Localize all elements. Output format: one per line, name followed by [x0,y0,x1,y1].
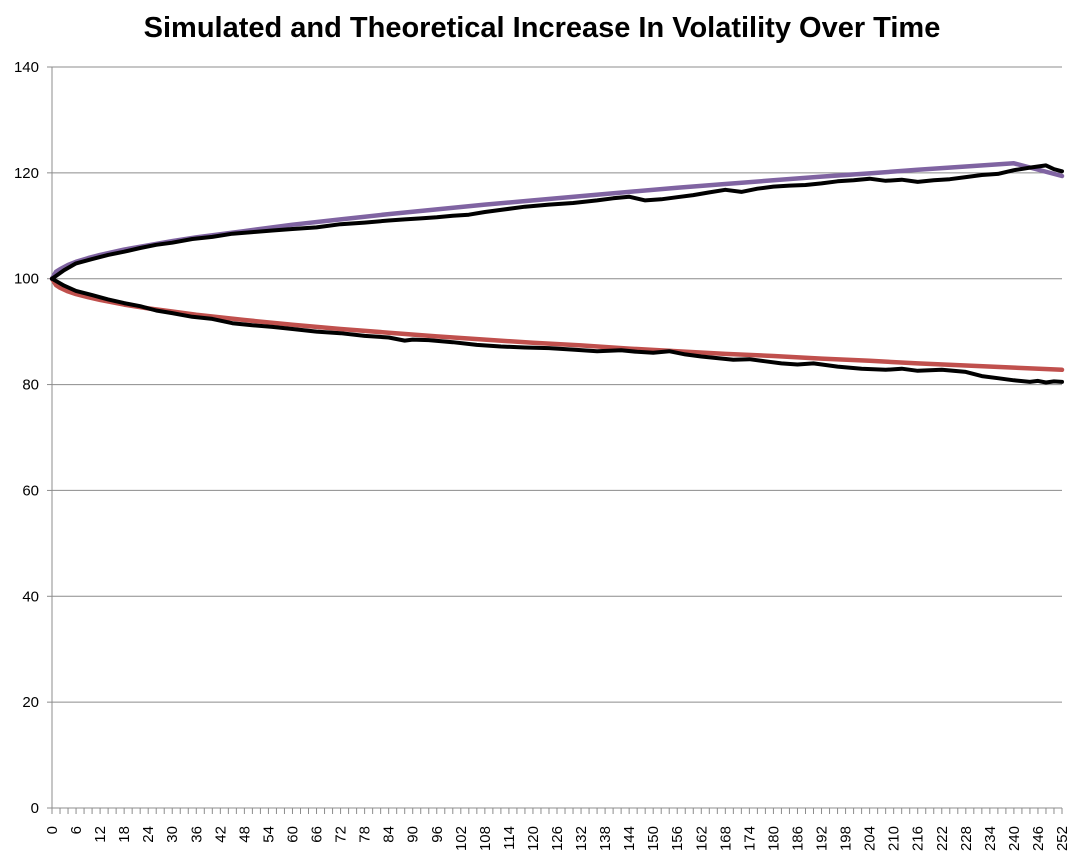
y-tick-label: 20 [22,694,39,711]
x-tick-label: 168 [717,826,734,851]
x-tick-label: 210 [886,826,903,851]
x-tick-label: 216 [910,826,927,851]
x-tick-label: 42 [212,826,229,843]
x-tick-label: 186 [789,826,806,851]
x-axis-tick-labels: 0 6 12 18 24 30 36 42 48 54 60 66 72 78 84 90 96 102 108 11… [44,826,1071,851]
y-tick-label: 120 [14,165,39,182]
x-tick-label: 96 [429,826,446,843]
x-tick-label: 90 [405,826,422,843]
x-tick-label: 24 [140,826,157,843]
x-tick-label: 192 [814,826,831,851]
simulated-series-line-2 [50,276,1064,385]
series-lines [49,161,1065,385]
x-tick-label: 234 [982,826,999,851]
x-tick-label: 114 [501,826,518,850]
y-tick-label: 0 [31,800,39,817]
x-tick-label: 102 [453,826,470,851]
x-tick-label: 48 [236,826,253,843]
x-tick-label: 126 [549,826,566,851]
x-tick-label: 78 [357,826,374,843]
x-tick-label: 138 [597,826,614,851]
x-tick-label: 36 [188,826,205,843]
y-tick-label: 100 [14,271,39,288]
x-tick-label: 54 [260,826,277,843]
x-tick-label: 84 [381,826,398,843]
y-axis-tick-labels: 0 20 40 60 80 100 120 140 [14,59,39,817]
x-tick-label: 246 [1030,826,1047,851]
x-tick-label: 180 [765,826,782,851]
x-tick-label: 108 [477,826,494,851]
x-tick-label: 222 [934,826,951,851]
x-tick-label: 174 [741,826,758,851]
x-tick-label: 150 [645,826,662,851]
axes [51,67,1063,814]
x-tick-label: 60 [284,826,301,843]
x-tick-label: 66 [309,826,326,843]
y-tick-label: 40 [22,588,39,605]
simulated-series-line-3 [50,163,1064,281]
y-tick-label: 60 [22,482,39,499]
x-tick-label: 204 [862,826,879,851]
x-tick-label: 6 [68,826,85,834]
gridlines [47,66,1062,809]
x-tick-label: 72 [333,826,350,843]
chart-title: Simulated and Theoretical Increase In Vo… [144,12,941,44]
x-tick-label: 198 [838,826,855,851]
x-tick-label: 18 [116,826,133,843]
y-tick-label: 140 [14,59,39,76]
x-tick-label: 144 [621,826,638,851]
x-tick-label: 162 [693,826,710,851]
x-tick-label: 252 [1054,826,1071,851]
x-tick-label: 132 [573,826,590,851]
x-tick-label: 156 [669,826,686,851]
x-tick-label: 12 [92,826,109,843]
x-tick-label: 30 [164,826,181,843]
y-tick-label: 80 [22,377,39,394]
theoretical-series-line-0 [49,276,1065,373]
x-tick-label: 240 [1006,826,1023,851]
x-tick-label: 0 [44,826,61,834]
x-tick-label: 120 [525,826,542,851]
x-tick-label: 228 [958,826,975,851]
